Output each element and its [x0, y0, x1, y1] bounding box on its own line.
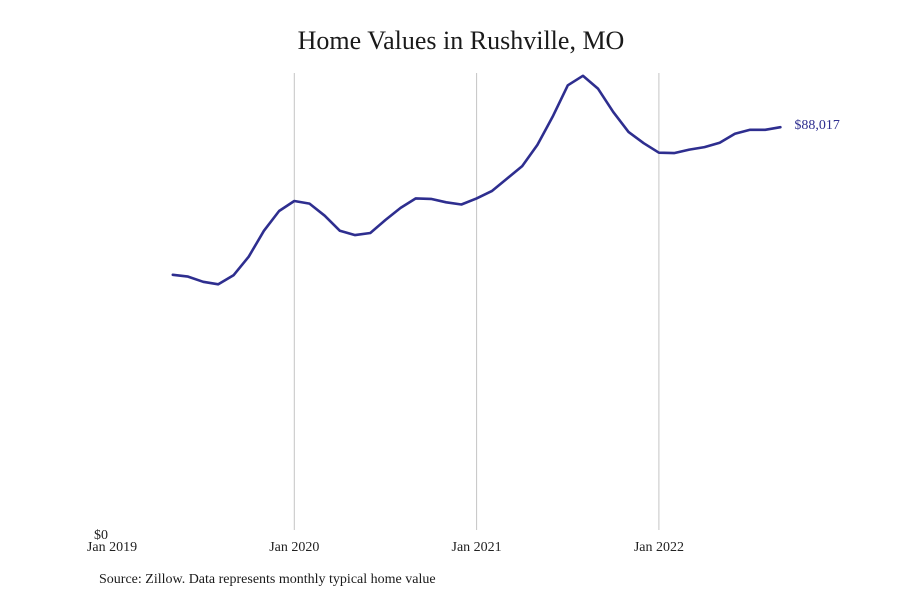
- x-tick-label: Jan 2021: [452, 540, 502, 555]
- gridlines: [293, 73, 660, 530]
- source-note: Source: Zillow. Data represents monthly …: [99, 572, 436, 587]
- axis-labels: Jan 2019 Jan 2020 Jan 2021 Jan 2022 $0 $88,01…: [87, 118, 840, 555]
- x-tick-label: Jan 2019: [87, 540, 137, 555]
- x-tick-label: Jan 2022: [634, 540, 684, 555]
- x-tick-label: Jan 2020: [269, 540, 319, 555]
- chart-title: Home Values in Rushville, MO: [297, 26, 625, 55]
- end-value-label: $88,017: [794, 118, 840, 133]
- series-line-group: [171, 74, 782, 286]
- series-line: [171, 74, 782, 286]
- y-tick-label: $0: [94, 528, 108, 543]
